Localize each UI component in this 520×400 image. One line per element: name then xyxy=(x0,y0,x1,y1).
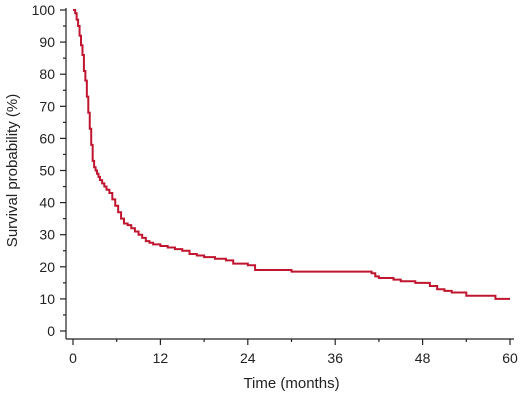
y-axis-ticks: 0 10 20 30 40 50 60 70 80 90 100 xyxy=(32,2,66,339)
x-axis-title: Time (months) xyxy=(243,375,339,392)
y-tick-label: 0 xyxy=(47,323,55,339)
y-tick-label: 10 xyxy=(39,291,55,307)
x-tick-label: 0 xyxy=(69,350,77,366)
x-tick-label: 12 xyxy=(153,350,169,366)
y-axis-title: Survival probability (%) xyxy=(4,94,21,247)
y-tick-label: 60 xyxy=(39,130,55,146)
y-tick-label: 20 xyxy=(39,259,55,275)
y-tick-label: 80 xyxy=(39,66,55,82)
y-tick-label: 30 xyxy=(39,227,55,243)
x-tick-label: 48 xyxy=(415,350,431,366)
x-tick-label: 24 xyxy=(240,350,256,366)
y-tick-label: 90 xyxy=(39,34,55,50)
y-tick-label: 70 xyxy=(39,98,55,114)
x-tick-label: 60 xyxy=(502,350,518,366)
survival-curve xyxy=(73,9,510,300)
y-tick-label: 40 xyxy=(39,195,55,211)
y-tick-label: 100 xyxy=(32,2,56,18)
y-tick-label: 50 xyxy=(39,163,55,179)
x-axis-ticks: 0 12 24 36 48 60 xyxy=(69,339,518,366)
x-tick-label: 36 xyxy=(327,350,343,366)
